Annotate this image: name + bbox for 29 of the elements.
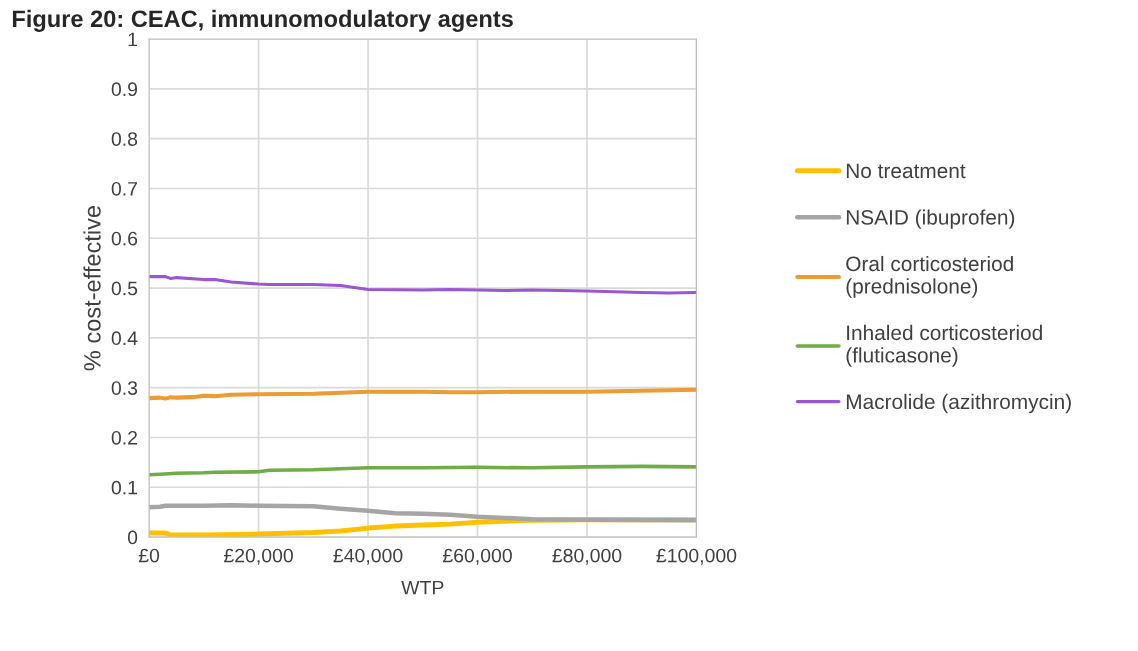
x-tick-label: £0 [138,548,160,563]
x-tick-label: £60,000 [442,548,512,565]
legend-label: No treatment [846,163,966,179]
legend-label: Macrolide (azithromycin) [846,393,1071,414]
x-tick-label: £40,000 [333,548,403,565]
y-tick-label: 0 [127,530,138,545]
legend-label: Inhaled corticosteriod (fluticasone) [846,324,1042,367]
y-tick-label: 0.3 [111,381,138,395]
y-tick-label: 0.1 [111,480,138,495]
y-tick-label: 0.8 [111,132,138,146]
x-axis-title: WTP [401,580,444,595]
legend-label: NSAID (ibuprofen) [846,209,1015,229]
y-axis-title: % cost-effective [83,205,101,371]
y-tick-label: 0.7 [111,181,137,196]
legend-label: Oral corticosteriod (prednisolone) [846,255,1013,298]
line-series [149,387,697,401]
y-tick-label: 0.9 [111,82,138,97]
y-tick-label: 0.6 [111,231,138,246]
y-tick-label: 1 [128,32,138,47]
line-series [149,464,697,477]
x-tick-label: £80,000 [552,548,622,565]
x-tick-label: £100,000 [656,548,737,565]
line-series [149,275,697,295]
y-tick-label: 0.5 [111,281,138,296]
y-tick-label: 0.2 [111,430,137,445]
y-tick-label: 0.4 [111,331,138,346]
chart-title: Figure 20: CEAC, immunomodulatory agents [12,9,513,32]
line-series [149,502,697,523]
x-tick-label: £20,000 [223,548,293,565]
